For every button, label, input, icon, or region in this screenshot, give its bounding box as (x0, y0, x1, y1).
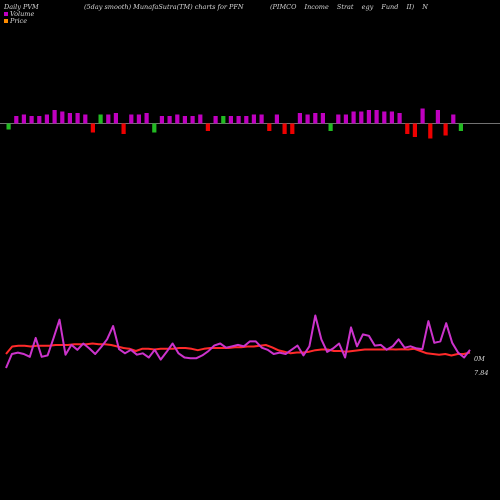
volume-bar (167, 116, 172, 124)
volume-bar (336, 114, 341, 124)
volume-bar (297, 113, 302, 124)
volume-bar (420, 108, 425, 124)
volume-bar (52, 110, 57, 124)
volume-bar (213, 116, 218, 124)
volume-bar (259, 114, 264, 124)
volume-bar (14, 116, 19, 124)
legend-price-swatch (4, 19, 8, 23)
chart-title-right: (PIMCO Income Strat egy Fund II) N (270, 3, 428, 11)
volume-smooth-line (5, 314, 471, 369)
volume-bar (113, 113, 118, 124)
volume-bar (175, 114, 180, 124)
volume-bar (451, 114, 456, 124)
legend-volume: Volume (4, 10, 34, 18)
volume-bar (106, 114, 111, 124)
volume-bar (198, 114, 203, 124)
legend-price: Price (4, 17, 27, 25)
volume-bar (405, 123, 410, 134)
volume-bar (190, 116, 195, 124)
volume-bar (328, 123, 333, 131)
volume-bar (389, 111, 394, 124)
volume-bar (236, 116, 241, 124)
volume-bar (428, 123, 433, 139)
volume-bar (98, 114, 103, 124)
volume-end-label: 0M (474, 355, 485, 363)
volume-bar (359, 111, 364, 124)
price-end-label: 7.84 (474, 369, 488, 377)
legend-price-label: Price (10, 17, 28, 25)
volume-bar (366, 110, 371, 124)
volume-bar (129, 114, 134, 124)
volume-bar (182, 116, 187, 124)
volume-bar (75, 113, 80, 124)
volume-bar (443, 123, 448, 136)
volume-bar (374, 110, 379, 124)
volume-bar (320, 113, 325, 124)
volume-bar (397, 113, 402, 124)
volume-bar (351, 111, 356, 124)
volume-bar (205, 123, 210, 131)
volume-bar (221, 116, 226, 124)
volume-bar (458, 123, 463, 131)
volume-bar (136, 114, 141, 124)
volume-bar (21, 114, 26, 124)
volume-bar (290, 123, 295, 134)
volume-bar (144, 113, 149, 124)
volume-bar (90, 123, 95, 133)
volume-bar (60, 111, 65, 124)
volume-bar (83, 114, 88, 124)
volume-bar (152, 123, 157, 133)
volume-bar (29, 116, 34, 124)
volume-bar (343, 114, 348, 124)
chart-title-middle: (5day smooth) MunafaSutra(TM) charts for… (84, 3, 244, 11)
volume-bar (121, 123, 126, 134)
volume-bar (274, 114, 279, 124)
chart-title-left: Daily PVM (4, 3, 39, 11)
legend-volume-swatch (4, 12, 8, 16)
volume-bar (6, 123, 11, 130)
volume-bar (244, 116, 249, 124)
volume-bar (251, 114, 256, 124)
volume-bar (267, 123, 272, 131)
volume-bar (282, 123, 287, 134)
legend-volume-label: Volume (10, 10, 35, 18)
volume-bar (412, 123, 417, 137)
volume-bar (37, 116, 42, 124)
volume-bar (435, 110, 440, 124)
volume-bar (305, 114, 310, 124)
volume-bar (313, 113, 318, 124)
volume-bar (159, 116, 164, 124)
volume-bar (228, 116, 233, 124)
volume-bar (44, 114, 49, 124)
volume-bar (67, 113, 72, 124)
volume-bar (382, 111, 387, 124)
